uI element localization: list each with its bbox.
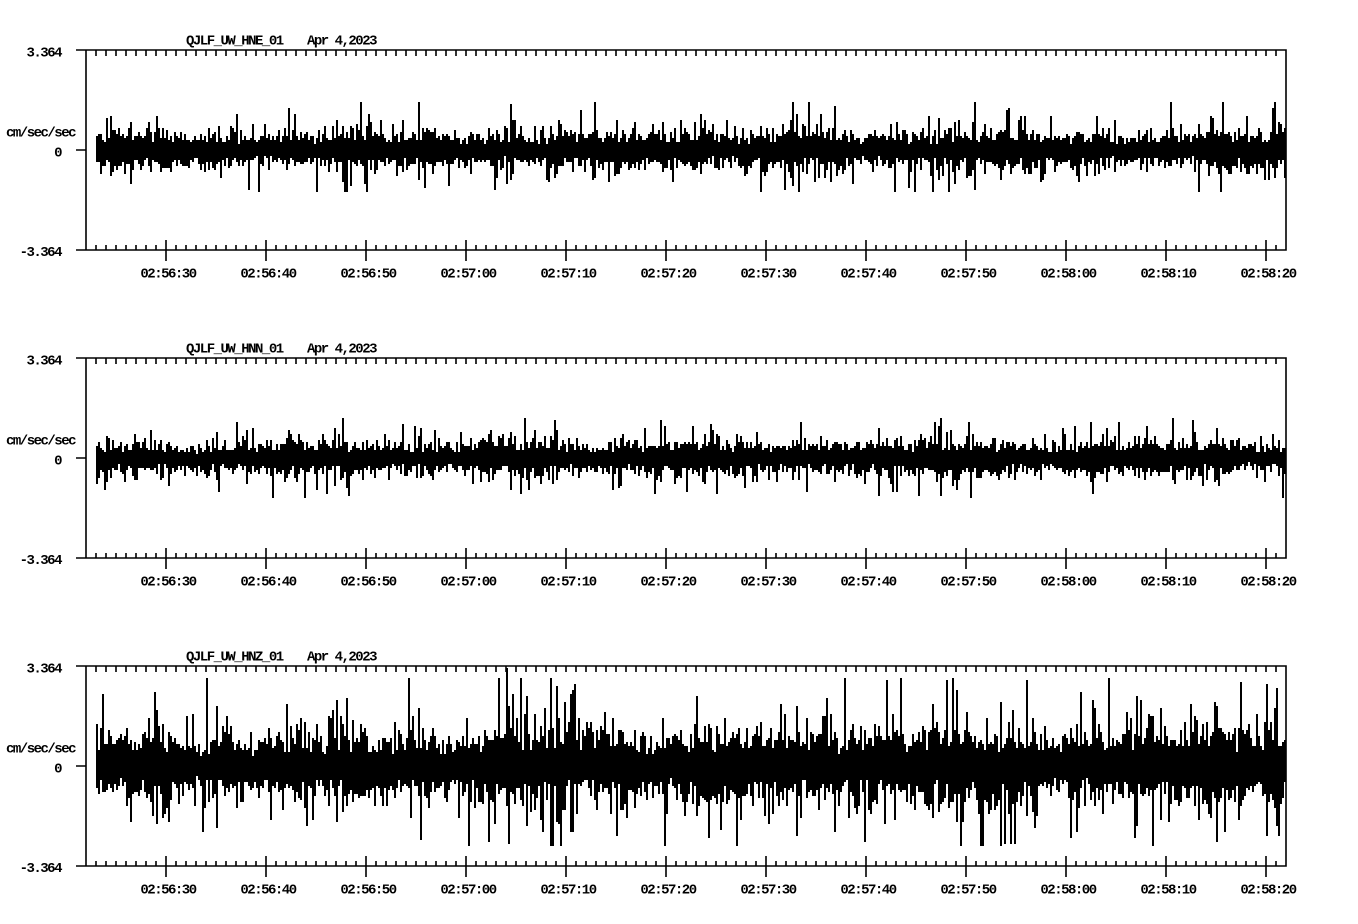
svg-text:3.364: 3.364 xyxy=(26,662,62,678)
svg-text:02:56:40: 02:56:40 xyxy=(240,575,296,591)
svg-text:QJLF_UW_HNN_01: QJLF_UW_HNN_01 xyxy=(186,342,284,358)
svg-text:02:56:30: 02:56:30 xyxy=(140,267,196,283)
svg-text:02:56:40: 02:56:40 xyxy=(240,267,296,283)
svg-text:QJLF_UW_HNE_01: QJLF_UW_HNE_01 xyxy=(186,34,284,50)
svg-text:02:57:00: 02:57:00 xyxy=(440,575,496,591)
svg-text:0: 0 xyxy=(54,146,62,162)
svg-text:02:58:20: 02:58:20 xyxy=(1240,575,1296,591)
svg-text:02:57:10: 02:57:10 xyxy=(540,883,596,899)
svg-text:02:57:50: 02:57:50 xyxy=(940,883,996,899)
svg-text:-3.364: -3.364 xyxy=(20,245,63,261)
svg-text:QJLF_UW_HNZ_01: QJLF_UW_HNZ_01 xyxy=(186,650,284,666)
svg-text:-3.364: -3.364 xyxy=(20,861,63,877)
svg-text:02:57:50: 02:57:50 xyxy=(940,267,996,283)
svg-text:Apr 4,2023: Apr 4,2023 xyxy=(307,34,377,50)
svg-text:3.364: 3.364 xyxy=(26,354,62,370)
svg-text:02:57:20: 02:57:20 xyxy=(640,575,696,591)
svg-text:02:57:10: 02:57:10 xyxy=(540,575,596,591)
svg-text:02:56:30: 02:56:30 xyxy=(140,883,196,899)
svg-text:cm/sec/sec: cm/sec/sec xyxy=(6,126,76,142)
svg-text:02:57:30: 02:57:30 xyxy=(740,883,796,899)
svg-text:02:58:20: 02:58:20 xyxy=(1240,883,1296,899)
svg-text:02:57:20: 02:57:20 xyxy=(640,883,696,899)
svg-text:02:58:10: 02:58:10 xyxy=(1140,267,1196,283)
svg-text:0: 0 xyxy=(54,762,62,778)
svg-text:02:56:50: 02:56:50 xyxy=(340,267,396,283)
svg-text:02:56:50: 02:56:50 xyxy=(340,575,396,591)
svg-text:02:58:10: 02:58:10 xyxy=(1140,575,1196,591)
svg-text:02:58:20: 02:58:20 xyxy=(1240,267,1296,283)
svg-text:02:58:00: 02:58:00 xyxy=(1040,575,1096,591)
svg-text:02:57:40: 02:57:40 xyxy=(840,883,896,899)
svg-text:02:56:50: 02:56:50 xyxy=(340,883,396,899)
svg-text:cm/sec/sec: cm/sec/sec xyxy=(6,742,76,758)
svg-text:02:57:30: 02:57:30 xyxy=(740,575,796,591)
svg-text:02:56:30: 02:56:30 xyxy=(140,575,196,591)
svg-text:02:57:40: 02:57:40 xyxy=(840,575,896,591)
svg-text:02:57:30: 02:57:30 xyxy=(740,267,796,283)
svg-text:02:56:40: 02:56:40 xyxy=(240,883,296,899)
svg-text:02:58:00: 02:58:00 xyxy=(1040,267,1096,283)
svg-text:cm/sec/sec: cm/sec/sec xyxy=(6,434,76,450)
svg-text:02:58:10: 02:58:10 xyxy=(1140,883,1196,899)
svg-text:02:57:50: 02:57:50 xyxy=(940,575,996,591)
svg-text:Apr 4,2023: Apr 4,2023 xyxy=(307,342,377,358)
svg-text:02:57:40: 02:57:40 xyxy=(840,267,896,283)
svg-text:02:57:00: 02:57:00 xyxy=(440,267,496,283)
svg-text:3.364: 3.364 xyxy=(26,46,62,62)
svg-text:02:57:00: 02:57:00 xyxy=(440,883,496,899)
svg-text:-3.364: -3.364 xyxy=(20,553,63,569)
svg-text:02:57:20: 02:57:20 xyxy=(640,267,696,283)
svg-text:02:58:00: 02:58:00 xyxy=(1040,883,1096,899)
svg-text:02:57:10: 02:57:10 xyxy=(540,267,596,283)
svg-text:0: 0 xyxy=(54,454,62,470)
svg-text:Apr 4,2023: Apr 4,2023 xyxy=(307,650,377,666)
